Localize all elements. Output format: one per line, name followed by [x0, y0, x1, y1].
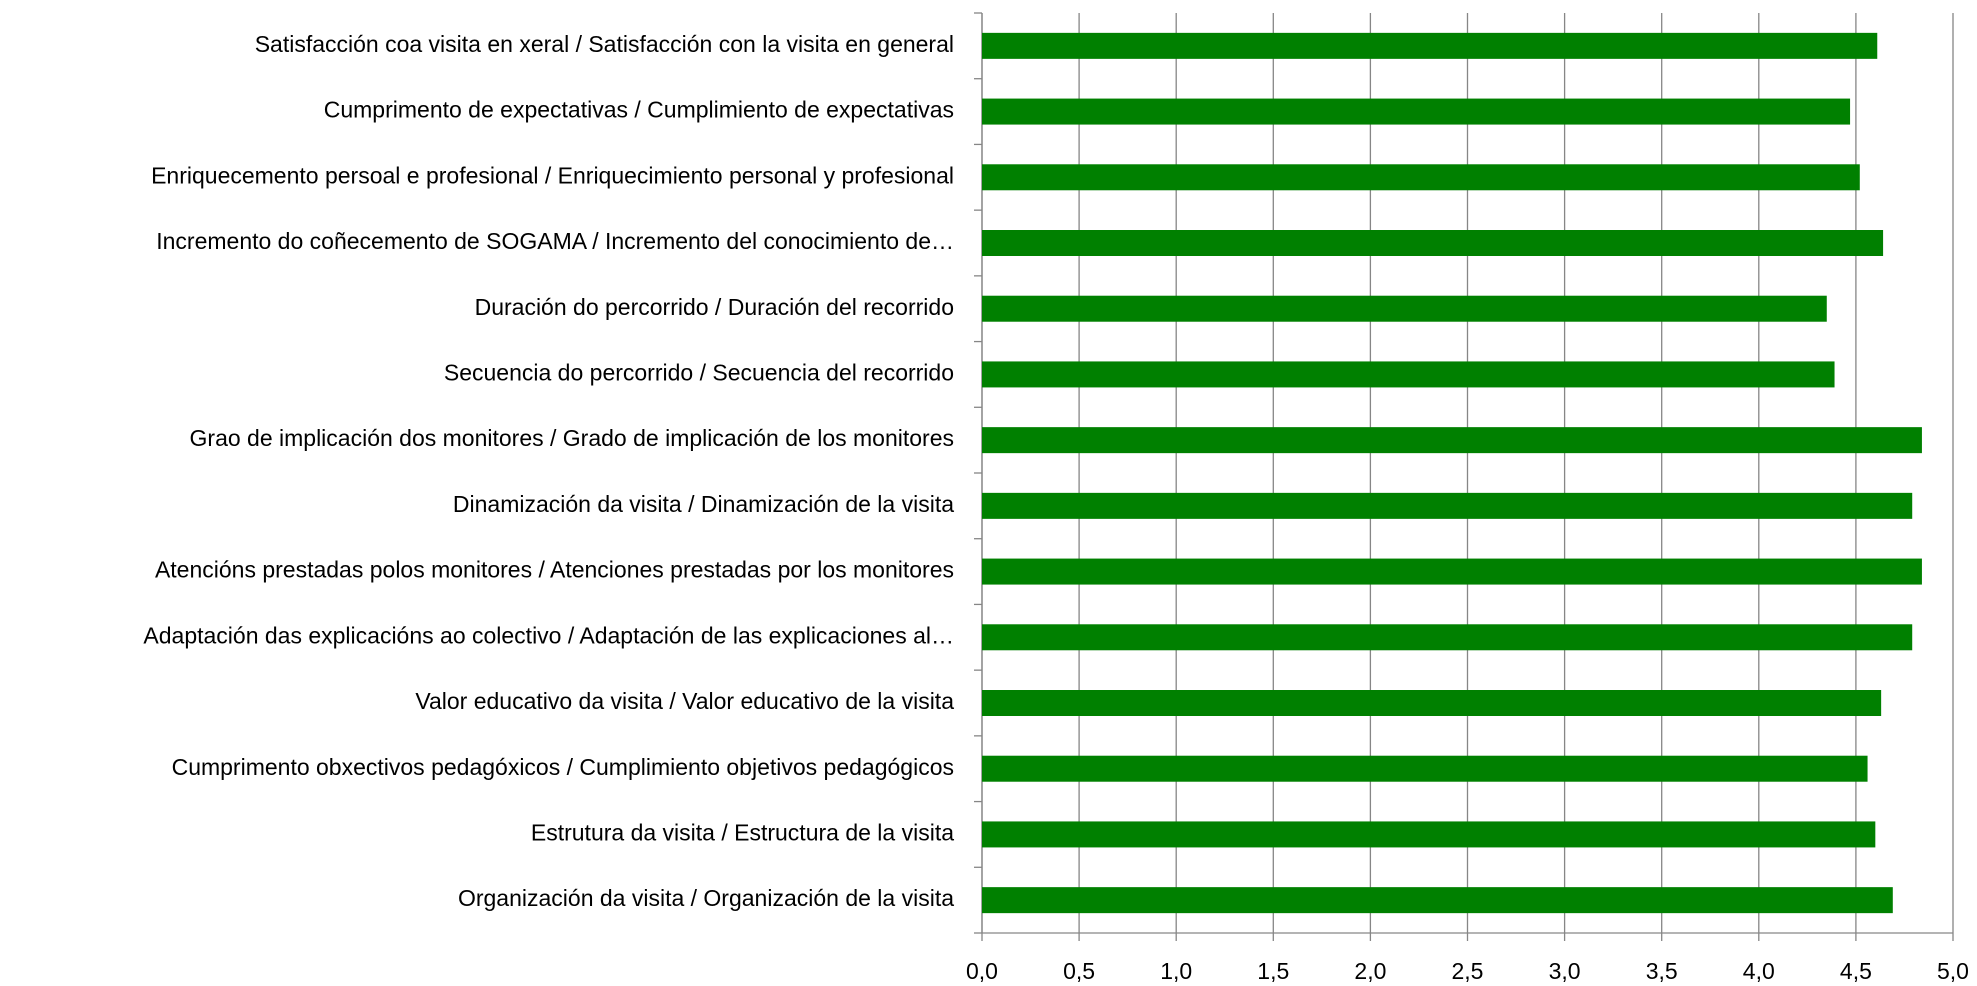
x-tick-label: 1,0	[1160, 958, 1192, 984]
y-tick-label: Valor educativo da visita / Valor educat…	[415, 688, 954, 714]
bar	[982, 98, 1851, 125]
x-tick-label: 0,5	[1063, 958, 1095, 984]
bar	[982, 821, 1876, 848]
bar	[982, 492, 1913, 519]
bar	[982, 887, 1893, 914]
bar	[982, 230, 1884, 256]
y-tick-label: Secuencia do percorrido / Secuencia del …	[444, 360, 954, 386]
x-tick-label: 2,5	[1452, 958, 1484, 984]
x-tick-label: 3,5	[1646, 958, 1678, 984]
bar	[982, 32, 1878, 59]
x-tick-label: 2,0	[1354, 958, 1386, 984]
x-tick-label: 4,5	[1840, 958, 1872, 984]
bar	[982, 755, 1868, 782]
y-tick-label: Estrutura da visita / Estructura de la v…	[531, 820, 954, 846]
x-tick-label: 1,5	[1257, 958, 1289, 984]
y-tick-label: Incremento do coñecemento de SOGAMA / In…	[156, 228, 954, 254]
y-tick-label: Enriquecemento persoal e profesional / E…	[151, 162, 954, 188]
y-tick-label: Grao de implicación dos monitores / Grad…	[190, 425, 954, 451]
y-tick-label: Cumprimento de expectativas / Cumplimien…	[324, 97, 954, 123]
y-tick-label: Duración do percorrido / Duración del re…	[475, 294, 954, 320]
bar	[982, 690, 1882, 716]
y-tick-label: Atencións prestadas polos monitores / At…	[155, 557, 954, 583]
x-tick-label: 3,0	[1549, 958, 1581, 984]
bar	[982, 558, 1922, 585]
bar	[982, 164, 1860, 191]
bar	[982, 361, 1835, 388]
x-tick-label: 4,0	[1743, 958, 1775, 984]
y-tick-label: Cumprimento obxectivos pedagóxicos / Cum…	[172, 754, 954, 780]
y-tick-label: Satisfacción coa visita en xeral / Satis…	[255, 31, 954, 57]
x-tick-label: 5,0	[1937, 958, 1969, 984]
y-tick-label: Adaptación das explicacións ao colectivo…	[143, 622, 954, 648]
bar	[982, 427, 1922, 454]
y-tick-label: Organización da visita / Organización de…	[458, 885, 954, 911]
bar	[982, 624, 1913, 651]
bar	[982, 295, 1827, 322]
y-tick-label: Dinamización da visita / Dinamización de…	[453, 491, 954, 517]
x-tick-label: 0,0	[966, 958, 998, 984]
